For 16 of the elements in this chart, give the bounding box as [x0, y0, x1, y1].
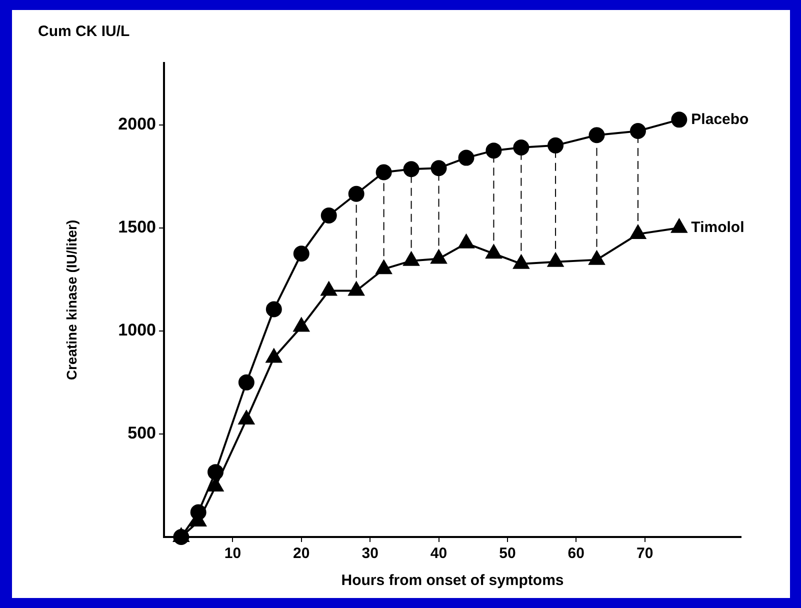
- y-tick-label: 1500: [118, 218, 156, 237]
- y-axis-title: Creatine kinase (IU/liter): [63, 220, 80, 380]
- y-tick-label: 1000: [118, 320, 156, 340]
- x-tick-label: 60: [568, 545, 584, 562]
- series-label: Timolol: [691, 219, 744, 236]
- x-tick-label: 40: [430, 545, 448, 562]
- x-axis-title: Hours from onset of symptoms: [341, 572, 564, 590]
- x-tick-label: 20: [293, 545, 310, 562]
- y-tick-label: 2000: [118, 114, 156, 134]
- series-label: Placebo: [691, 110, 749, 128]
- y-tick-label: 500: [128, 424, 156, 443]
- x-tick-label: 30: [362, 545, 378, 562]
- x-tick-label: 70: [636, 545, 654, 562]
- x-tick-label: 10: [224, 545, 242, 562]
- x-tick-label: 50: [499, 545, 516, 562]
- text: Cum CK IU/L: [38, 23, 130, 40]
